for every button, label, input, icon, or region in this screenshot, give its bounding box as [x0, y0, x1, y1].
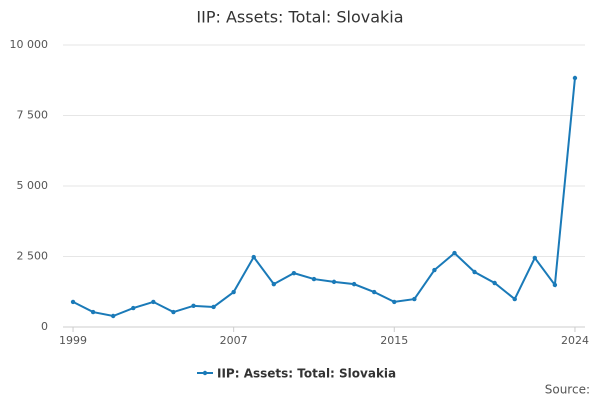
point — [532, 255, 538, 261]
legend-label: IIP: Assets: Total: Slovakia — [217, 367, 396, 381]
point — [110, 313, 116, 319]
point — [90, 309, 96, 315]
point — [211, 304, 216, 310]
point — [512, 296, 517, 302]
x-tick-label: 2007 — [220, 334, 248, 347]
point — [151, 299, 156, 305]
point — [251, 254, 256, 260]
point — [412, 296, 417, 302]
y-tick-label: 0 — [41, 320, 48, 333]
point — [291, 270, 297, 276]
y-tick-label: 2 500 — [17, 250, 49, 263]
x-tick-label: 1999 — [59, 334, 87, 347]
y-tick-label: 5 000 — [17, 179, 49, 192]
point — [371, 289, 377, 295]
point — [351, 281, 357, 287]
point — [231, 289, 236, 295]
chart-title: IIP: Assets: Total: Slovakia — [196, 8, 403, 27]
legend-marker — [202, 370, 208, 376]
y-tick-label: 10 000 — [10, 38, 49, 51]
line — [72, 77, 576, 318]
point — [432, 267, 437, 273]
source: Source: — [545, 383, 590, 397]
point — [472, 269, 477, 275]
point — [572, 75, 578, 81]
point — [311, 276, 317, 282]
point — [552, 282, 558, 288]
point — [171, 309, 176, 315]
point — [70, 299, 76, 305]
point — [191, 303, 196, 309]
x-tick-label: 2024 — [561, 334, 589, 347]
x-tick-label: 2015 — [380, 334, 408, 347]
point — [492, 280, 497, 286]
y-tick-label: 7 500 — [17, 109, 49, 122]
point — [331, 279, 337, 285]
point — [452, 250, 457, 256]
point — [271, 281, 277, 287]
point — [131, 305, 136, 311]
point — [392, 299, 397, 305]
